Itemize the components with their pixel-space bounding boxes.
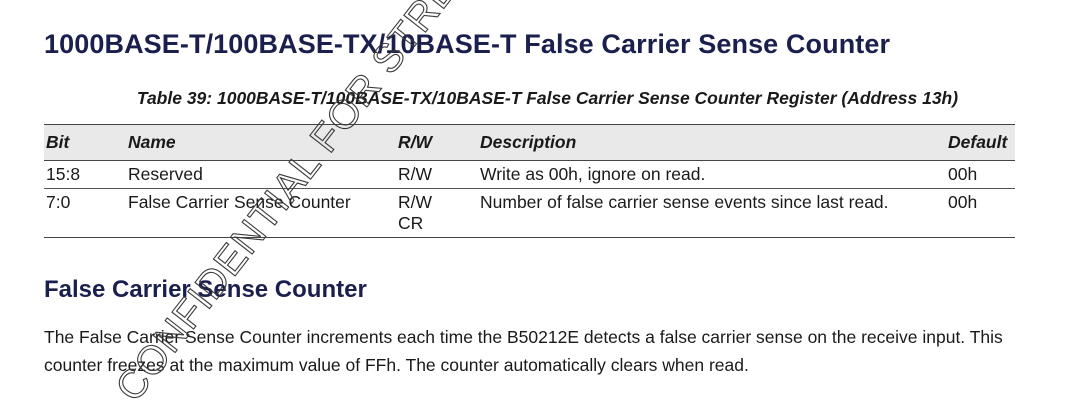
cell-bit: 15:8 — [44, 160, 126, 189]
cell-name: Reserved — [126, 160, 396, 189]
column-header-bit: Bit — [44, 124, 126, 161]
table-caption: Table 39: 1000BASE-T/100BASE-TX/10BASE-T… — [136, 88, 959, 108]
table-row: 7:0 False Carrier Sense Counter R/W CR N… — [44, 188, 1015, 238]
cell-default: 00h — [946, 160, 1015, 189]
cell-description: Number of false carrier sense events sin… — [478, 188, 946, 238]
cell-rw: R/W CR — [396, 188, 478, 238]
body-paragraph: The False Carrier Sense Counter incremen… — [44, 327, 1003, 375]
column-header-rw: R/W — [396, 124, 478, 161]
cell-bit: 7:0 — [44, 188, 126, 238]
cell-rw: R/W — [396, 160, 478, 189]
column-header-description: Description — [478, 124, 946, 161]
cell-rw-value: R/W — [398, 164, 433, 184]
column-header-default: Default — [946, 124, 1015, 161]
cell-rw-value: R/W — [398, 192, 433, 212]
cell-name: False Carrier Sense Counter — [126, 188, 396, 238]
table-row: 15:8 Reserved R/W Write as 00h, ignore o… — [44, 160, 1015, 189]
table-header-row: Bit Name R/W Description Default — [44, 124, 1015, 161]
column-header-name: Name — [126, 124, 396, 161]
cell-default: 00h — [946, 188, 1015, 238]
page-title: 1000BASE-T/100BASE-TX/10BASE-T False Car… — [44, 29, 891, 59]
section-heading: False Carrier Sense Counter — [44, 276, 367, 303]
cell-rw-value-2: CR — [398, 213, 424, 233]
register-table: Bit Name R/W Description Default 15:8 Re… — [44, 124, 1015, 238]
cell-description: Write as 00h, ignore on read. — [478, 160, 946, 189]
